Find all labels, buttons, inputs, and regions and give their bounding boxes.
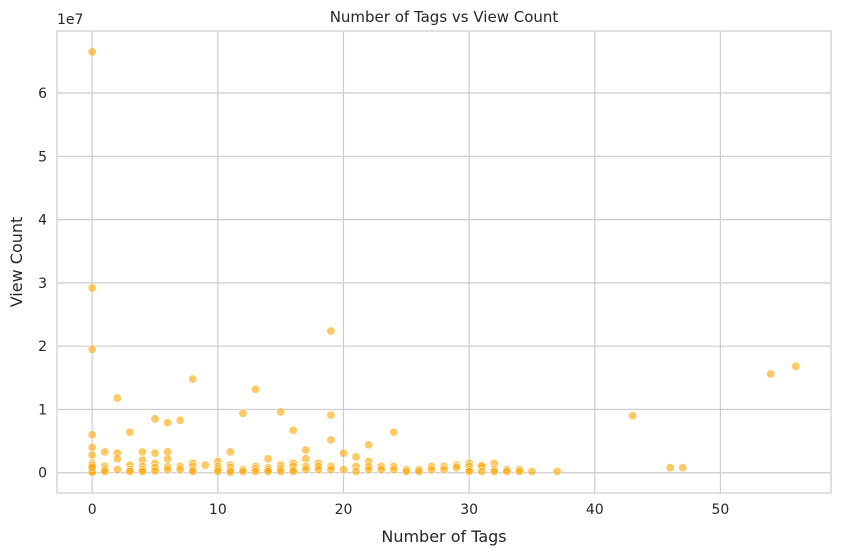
data-point (188, 374, 198, 384)
data-point (665, 463, 675, 473)
data-point (288, 425, 298, 435)
data-point (251, 384, 261, 394)
data-point (112, 465, 122, 475)
data-point (288, 466, 298, 476)
data-point (364, 465, 374, 475)
data-point (87, 47, 97, 57)
data-point (137, 466, 147, 476)
data-points (87, 47, 801, 477)
data-point (87, 283, 97, 293)
data-point (301, 465, 311, 475)
data-point (251, 466, 261, 476)
data-point (175, 465, 185, 475)
x-tick-label: 30 (460, 502, 478, 518)
data-point (527, 466, 537, 476)
data-point (163, 465, 173, 475)
data-point (766, 369, 776, 379)
data-point (150, 448, 160, 458)
y-tick-label: 5 (38, 149, 47, 165)
data-point (87, 442, 97, 452)
data-point (301, 454, 311, 464)
plot-frame (56, 30, 832, 494)
chart-title: Number of Tags vs View Count (330, 8, 559, 26)
data-point (263, 454, 273, 464)
y-tick-label: 1 (38, 402, 47, 418)
data-point (439, 465, 449, 475)
data-point (364, 440, 374, 450)
data-point (426, 465, 436, 475)
data-point (389, 427, 399, 437)
data-point (112, 454, 122, 464)
data-point (276, 466, 286, 476)
data-point (489, 466, 499, 476)
data-point (678, 463, 688, 473)
data-point (213, 466, 223, 476)
data-point (125, 466, 135, 476)
data-point (112, 393, 122, 403)
data-point (326, 410, 336, 420)
data-point (414, 466, 424, 476)
tick-labels: 0 10 20 30 40 50 0 1 2 3 4 5 6 (38, 86, 729, 518)
data-point (238, 466, 248, 476)
data-point (627, 411, 637, 421)
data-point (225, 467, 235, 477)
x-tick-label: 40 (586, 502, 604, 518)
data-point (87, 430, 97, 440)
x-axis-label: Number of Tags (381, 527, 506, 546)
x-tick-label: 10 (209, 502, 227, 518)
data-point (163, 454, 173, 464)
data-point (326, 465, 336, 475)
data-point (100, 466, 110, 476)
data-point (401, 466, 411, 476)
x-tick-label: 20 (335, 502, 353, 518)
data-point (200, 460, 210, 470)
data-point (326, 435, 336, 445)
data-point (100, 447, 110, 457)
data-point (389, 465, 399, 475)
y-tick-label: 2 (38, 339, 47, 355)
data-point (225, 447, 235, 457)
y-tick-label: 6 (38, 86, 47, 102)
data-point (87, 450, 97, 460)
x-tick-label: 50 (712, 502, 730, 518)
data-point (276, 407, 286, 417)
data-point (125, 427, 135, 437)
y-tick-label: 3 (38, 276, 47, 292)
data-point (175, 415, 185, 425)
y-axis-label: View Count (7, 217, 26, 308)
data-point (313, 465, 323, 475)
data-point (452, 463, 462, 473)
y-tick-label: 0 (38, 466, 47, 482)
grid-lines (57, 31, 831, 493)
data-point (464, 466, 474, 476)
data-point (238, 408, 248, 418)
data-point (376, 465, 386, 475)
y-tick-label: 4 (38, 213, 47, 229)
data-point (351, 452, 361, 462)
data-point (326, 326, 336, 336)
data-point (163, 418, 173, 428)
data-point (514, 466, 524, 476)
data-point (552, 466, 562, 476)
data-point (477, 466, 487, 476)
y-offset-label: 1e7 (57, 12, 83, 28)
data-point (338, 448, 348, 458)
data-point (150, 414, 160, 424)
data-point (263, 466, 273, 476)
data-point (338, 465, 348, 475)
data-point (502, 466, 512, 476)
data-point (351, 466, 361, 476)
data-point (188, 466, 198, 476)
x-tick-label: 0 (88, 502, 97, 518)
data-point (301, 445, 311, 455)
data-point (791, 361, 801, 371)
data-point (87, 463, 97, 473)
data-point (137, 447, 147, 457)
data-point (150, 466, 160, 476)
data-point (87, 344, 97, 354)
